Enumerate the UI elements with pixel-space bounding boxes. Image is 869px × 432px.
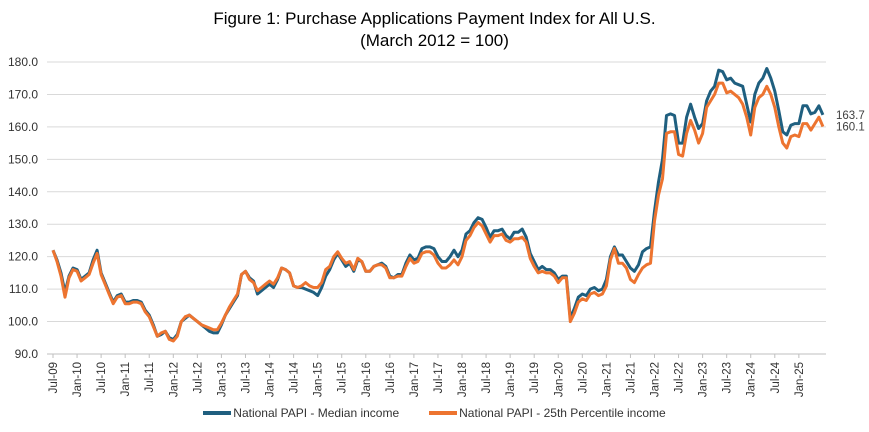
x-tick-label: Jul-12	[192, 362, 204, 393]
x-tick-label: Jul-22	[674, 362, 686, 393]
y-tick-label: 180.0	[8, 55, 38, 69]
y-tick-label: 160.0	[8, 120, 38, 134]
y-tick-label: 130.0	[8, 217, 38, 231]
series-line-25th	[51, 81, 825, 343]
x-tick-label: Jan-19	[505, 362, 517, 397]
chart-title-main: Figure 1: Purchase Applications Payment …	[213, 9, 656, 28]
x-tick-label: Jan-24	[746, 361, 758, 397]
y-tick-label: 110.0	[9, 282, 38, 296]
x-tick-label: Jan-10	[72, 362, 84, 397]
legend-swatch-median	[203, 411, 232, 415]
x-tick-label: Jan-14	[265, 361, 277, 397]
chart-title: Figure 1: Purchase Applications Payment …	[0, 8, 869, 52]
x-tick-label: Jan-20	[553, 362, 565, 397]
legend-item-25th: National PAPI - 25th Percentile income	[429, 406, 666, 420]
x-tick-label: Jul-21	[625, 362, 637, 393]
x-tick-label: Jul-19	[529, 362, 541, 393]
y-tick-label: 120.0	[8, 250, 38, 264]
x-tick-label: Jan-21	[601, 362, 613, 397]
x-tick-label: Jul-14	[289, 361, 301, 393]
x-tick-label: Jul-16	[385, 362, 397, 393]
x-tick-label: Jul-13	[240, 362, 252, 393]
x-tick-label: Jan-13	[216, 362, 228, 397]
x-tick-label: Jan-15	[313, 362, 325, 397]
x-tick-label: Jul-17	[433, 362, 445, 393]
legend-item-median: National PAPI - Median income	[203, 406, 399, 420]
y-tick-label: 150.0	[8, 152, 38, 166]
x-tick-label: Jan-25	[794, 362, 806, 397]
y-tick-label: 100.0	[8, 315, 38, 329]
x-tick-label: Jan-18	[457, 362, 469, 397]
x-tick-label: Jan-17	[409, 362, 421, 397]
x-tick-label: Jan-22	[650, 362, 662, 397]
x-tick-label: Jan-12	[168, 362, 180, 397]
x-tick-label: Jul-20	[577, 362, 589, 393]
x-tick-label: Jan-16	[361, 362, 373, 397]
x-tick-label: Jan-23	[698, 362, 710, 397]
legend: National PAPI - Median income National P…	[0, 406, 869, 420]
x-tick-label: Jul-10	[96, 362, 108, 393]
end-label-25th: 160.1	[836, 122, 865, 134]
x-tick-label: Jul-11	[144, 362, 156, 392]
x-tick-label: Jul-23	[722, 362, 734, 393]
chart-subtitle: (March 2012 = 100)	[360, 31, 509, 50]
end-label-median: 163.7	[836, 110, 865, 122]
x-tick-label: Jul-09	[48, 362, 60, 393]
y-tick-label: 140.0	[8, 185, 38, 199]
y-tick-label: 90.0	[15, 347, 39, 361]
legend-label-25th: National PAPI - 25th Percentile income	[459, 406, 666, 420]
y-tick-label: 170.0	[8, 87, 38, 101]
legend-label-median: National PAPI - Median income	[233, 406, 400, 420]
legend-swatch-25th	[429, 411, 458, 415]
x-tick-label: Jul-15	[337, 362, 349, 393]
x-tick-label: Jul-18	[481, 362, 493, 393]
x-tick-label: Jan-11	[120, 362, 132, 396]
x-tick-label: Jul-24	[770, 361, 782, 393]
